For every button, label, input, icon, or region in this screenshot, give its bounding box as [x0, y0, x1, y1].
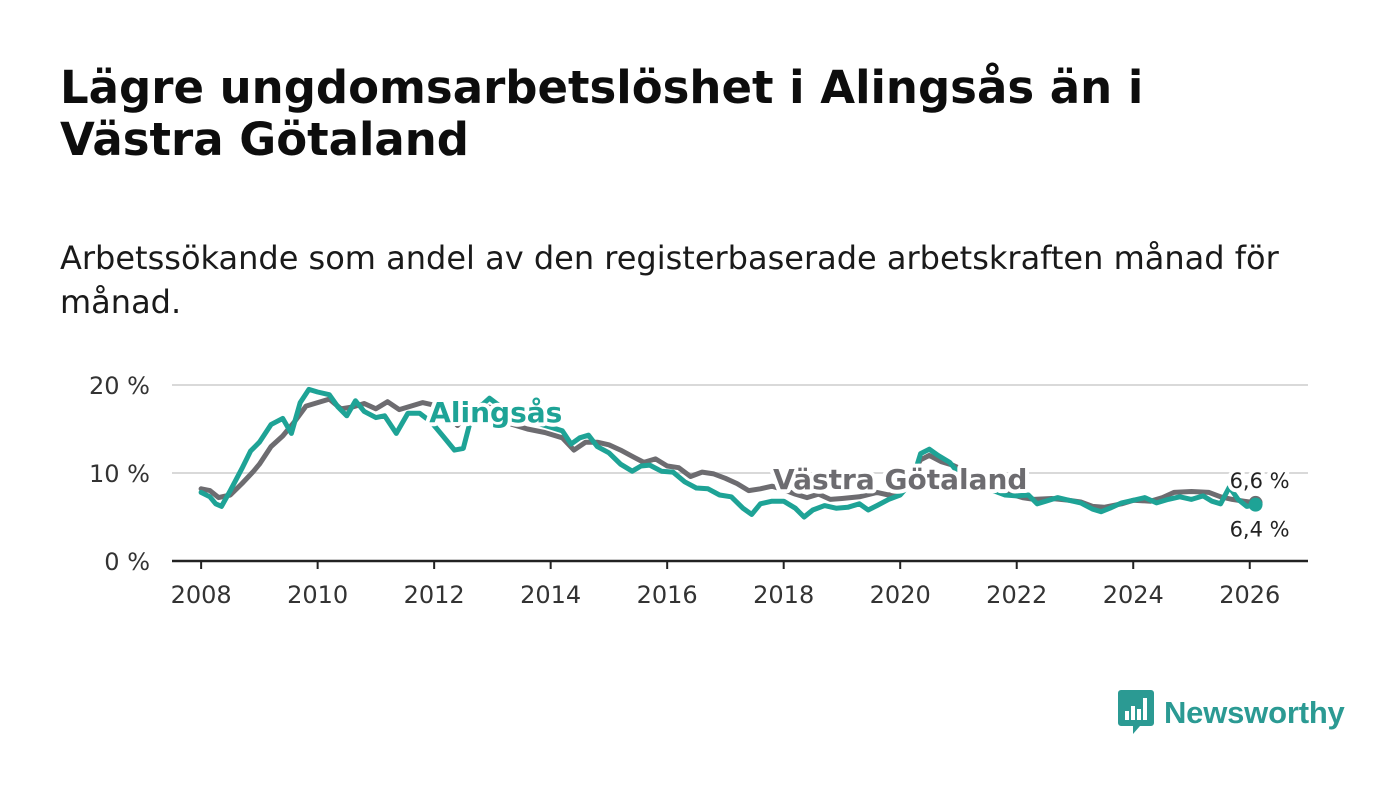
end-value-vastra-gotaland: 6,6 %: [1230, 469, 1290, 493]
series-label-alingsas-halo: Alingsås: [429, 396, 562, 429]
chart-subtitle: Arbetssökande som andel av den registerb…: [60, 239, 1279, 321]
y-tick-label: 20 %: [89, 372, 150, 400]
y-tick-label: 10 %: [89, 460, 150, 488]
x-tick-label: 2024: [1103, 581, 1164, 609]
bar-chart-icon: [1118, 690, 1154, 734]
x-tick-label: 2016: [637, 581, 698, 609]
y-tick-label: 0 %: [104, 548, 150, 576]
end-point-alingsas: [1248, 497, 1263, 512]
x-tick-label: 2014: [520, 581, 581, 609]
x-tick-label: 2020: [870, 581, 931, 609]
brand-name: Newsworthy: [1164, 695, 1345, 730]
chart-title: Lägre ungdomsarbetslöshet i Alingsås än …: [60, 61, 1144, 166]
newsworthy-logo: Newsworthy: [1118, 690, 1345, 736]
series-label-vastra-gotaland: Västra Götaland: [773, 463, 1028, 496]
x-tick-label: 2010: [287, 581, 348, 609]
grid-lines: [172, 384, 1308, 474]
series-label-alingsas: Alingsås: [429, 396, 562, 429]
series-line-alingsas: [198, 386, 1259, 520]
end-value-alingsas-halo: 6,4 %: [1230, 518, 1290, 542]
x-tick-label: 2018: [753, 581, 814, 609]
axes: 0 % 10 % 20 % 2008 2010 2012 2014 2016 2018 2020 2…: [89, 372, 1308, 609]
end-value-alingsas: 6,4 %: [1230, 518, 1290, 542]
series-line-vastra-gotaland: [198, 396, 1259, 510]
series-layer: [198, 386, 1263, 520]
x-tick-label: 2008: [171, 581, 232, 609]
end-value-vastra-gotaland-halo: 6,6 %: [1230, 469, 1290, 493]
series-label-vastra-gotaland-halo: Västra Götaland: [773, 463, 1028, 496]
x-tick-label: 2012: [404, 581, 465, 609]
x-tick-label: 2022: [986, 581, 1047, 609]
x-tick-label: 2026: [1219, 581, 1280, 609]
